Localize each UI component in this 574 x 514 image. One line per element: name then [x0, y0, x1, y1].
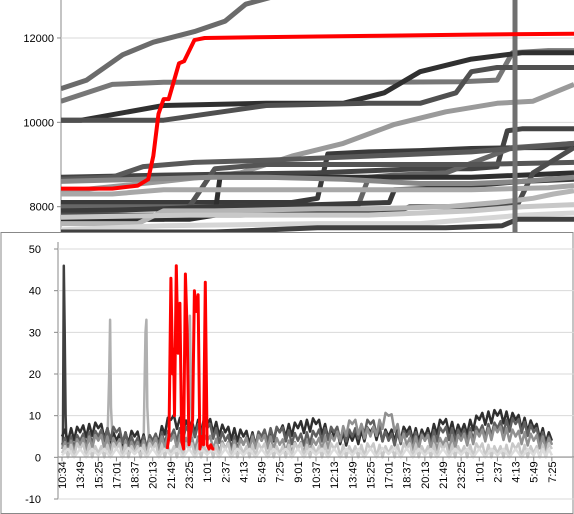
bottom-y-tick-label: -10: [25, 494, 41, 506]
bottom-x-tick-label: 4:13: [511, 461, 523, 482]
bottom-x-tick-label: 13:49: [347, 461, 359, 489]
bottom-y-tick-label: 20: [29, 369, 41, 381]
bottom-series-line-6: [60, 411, 554, 456]
bottom-x-tick-label: 2:37: [492, 461, 504, 482]
bottom-series-line-4: [60, 408, 554, 450]
bottom-x-tick-label: 12:13: [329, 461, 341, 489]
bottom-x-tick-label: 21:49: [166, 461, 178, 489]
bottom-y-tick-label: 40: [29, 286, 41, 298]
top-series-line-1: [61, 0, 271, 91]
bottom-y-tick-label: 0: [35, 452, 41, 464]
top-series-line-0: [61, 31, 574, 191]
bottom-x-tick-label: 23:25: [456, 461, 468, 489]
bottom-x-tick-labels: 10:34 13:49 15:25 17:01 18:37 20:13 21:49 23:25…: [57, 457, 559, 489]
top-line-chart: 8000 10000 12000: [23, 0, 574, 232]
top-series-line-10: [61, 140, 574, 182]
top-series-line-7: [61, 126, 574, 180]
top-series-line-4: [61, 65, 574, 123]
top-y-tick-label: 8000: [30, 202, 54, 214]
bottom-x-tick-label: 4:13: [238, 461, 250, 482]
bottom-y-tick-labels: -10 0 10 20 30 40 50: [25, 244, 41, 506]
bottom-x-tick-label: 5:49: [257, 461, 269, 482]
bottom-x-tick-label: 21:49: [438, 461, 450, 489]
top-y-tick-label: 12000: [23, 33, 54, 45]
top-series-line-15: [61, 183, 574, 197]
bottom-series-line-5: [60, 417, 554, 451]
top-series-line-3: [61, 50, 574, 123]
bottom-series-group: [60, 264, 554, 459]
bottom-x-tick-label: 20:13: [420, 461, 432, 489]
bottom-x-tick-label: 23:25: [184, 461, 196, 489]
bottom-x-tick-label: 1:01: [474, 461, 486, 482]
bottom-line-chart: -10 0 10 20 30 40 50 10:34 13:49 15:25 17:01 18:37…: [0, 232, 574, 514]
top-series-line-19: [61, 216, 574, 232]
bottom-x-tick-label: 7:25: [275, 461, 287, 482]
bottom-y-tick-label: 50: [29, 244, 41, 256]
bottom-x-tick-label: 17:01: [384, 461, 396, 489]
bottom-x-tick-label: 15:25: [93, 461, 105, 489]
bottom-x-tick-label: 20:13: [148, 461, 160, 489]
bottom-x-tick-label: 18:37: [130, 461, 142, 489]
bottom-x-tick-label: 18:37: [402, 461, 414, 489]
bottom-y-tick-label: 30: [29, 327, 41, 339]
bottom-x-tick-label: 1:01: [202, 461, 214, 482]
bottom-x-tick-label: 5:49: [529, 461, 541, 482]
top-y-tick-labels: 8000 10000 12000: [23, 33, 54, 214]
bottom-y-tick-label: 10: [29, 411, 41, 423]
top-y-tick-label: 10000: [23, 117, 54, 129]
bottom-x-tick-label: 10:37: [311, 461, 323, 489]
bottom-x-tick-label: 7:25: [547, 461, 559, 482]
bottom-x-tick-label: 13:49: [75, 461, 87, 489]
bottom-series-line-0: [165, 264, 215, 451]
bottom-x-tick-label: 15:25: [365, 461, 377, 489]
bottom-x-tick-label: 9:01: [293, 461, 305, 482]
bottom-x-tick-label: 2:37: [220, 461, 232, 482]
bottom-series-line-7: [60, 442, 553, 459]
bottom-x-tick-label: 17:01: [111, 461, 123, 489]
top-series-group: [61, 0, 574, 232]
bottom-x-tick-label: 10:34: [57, 461, 69, 489]
bottom-series-line-3: [61, 264, 68, 450]
